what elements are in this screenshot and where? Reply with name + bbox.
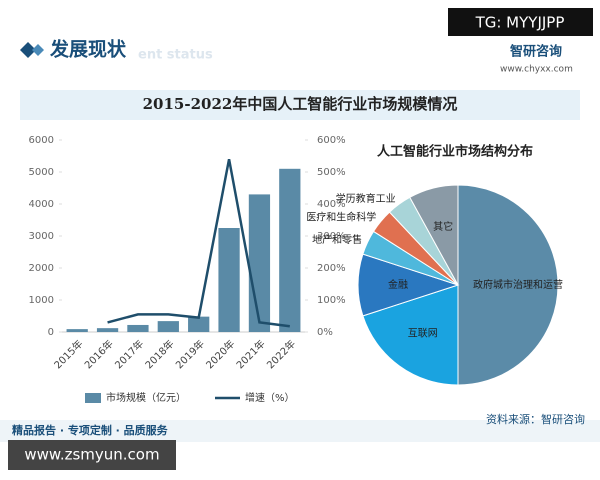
footer-slogan: 精品报告 · 专项定制 · 品质服务 bbox=[12, 423, 169, 437]
pie-label: 学历教育工业 bbox=[336, 192, 396, 205]
watermark-box bbox=[8, 440, 176, 470]
legend-label: 增速（%） bbox=[245, 391, 295, 404]
site: www.chyxx.com bbox=[500, 65, 573, 75]
pie-label: 其它 bbox=[433, 220, 453, 233]
diamond bbox=[32, 44, 44, 56]
y2-tick-label: 600% bbox=[317, 135, 346, 146]
bar bbox=[157, 321, 179, 332]
bar bbox=[188, 316, 210, 332]
pie-label: 互联网 bbox=[408, 328, 438, 340]
pie-slice bbox=[409, 184, 459, 286]
footer-source: 资料来源：智研咨询 bbox=[486, 412, 585, 426]
chart-title: 2015-2022年中国人工智能行业市场规模情况 bbox=[143, 95, 458, 113]
y2-tick-label: 300% bbox=[317, 231, 346, 242]
watermark: TG: MYYJJPP bbox=[475, 14, 565, 32]
pie-label: 医疗和生命科学 bbox=[306, 210, 376, 223]
y2-tick-label: 400% bbox=[317, 199, 346, 210]
y-tick-label: 2000 bbox=[29, 263, 54, 274]
watermark: www.zsmyun.com bbox=[24, 446, 159, 464]
footer-band bbox=[0, 420, 600, 442]
pie-slice bbox=[457, 184, 559, 386]
section-subtitle: ent status bbox=[138, 48, 213, 63]
y-tick-label: 4000 bbox=[29, 199, 54, 210]
y-tick-label: 0 bbox=[48, 327, 54, 338]
y2-tick-label: 200% bbox=[317, 263, 346, 274]
y-tick-label: 6000 bbox=[29, 135, 54, 146]
y2-tick-label: 100% bbox=[317, 295, 346, 306]
line bbox=[107, 158, 290, 328]
pie-label: 金融 bbox=[388, 278, 408, 291]
y-tick-label: 3000 bbox=[29, 231, 54, 242]
pie-title: 人工智能行业市场结构分布 bbox=[377, 144, 533, 160]
bar bbox=[127, 324, 149, 332]
y-tick-label: 1000 bbox=[29, 295, 54, 306]
logo: 智研咨询 bbox=[510, 44, 562, 60]
legend-label: 市场规模（亿元） bbox=[106, 391, 186, 404]
y2-tick-label: 500% bbox=[317, 167, 346, 178]
pie-slice bbox=[362, 284, 459, 386]
bar bbox=[279, 168, 301, 332]
pie-label: 地产和零售 bbox=[312, 233, 362, 246]
watermark-box bbox=[448, 8, 593, 36]
legend-swatch bbox=[85, 393, 101, 403]
diamond bbox=[20, 42, 36, 58]
bar bbox=[96, 328, 119, 332]
section-title: 发展现状 bbox=[49, 38, 127, 61]
bar bbox=[66, 329, 88, 332]
bar bbox=[218, 228, 240, 332]
title-bar bbox=[20, 90, 580, 120]
y2-tick-label: 0% bbox=[317, 327, 333, 338]
bar bbox=[248, 194, 271, 332]
pie-label: 政府城市治理和运营 bbox=[473, 278, 563, 291]
y-tick-label: 5000 bbox=[29, 167, 54, 178]
